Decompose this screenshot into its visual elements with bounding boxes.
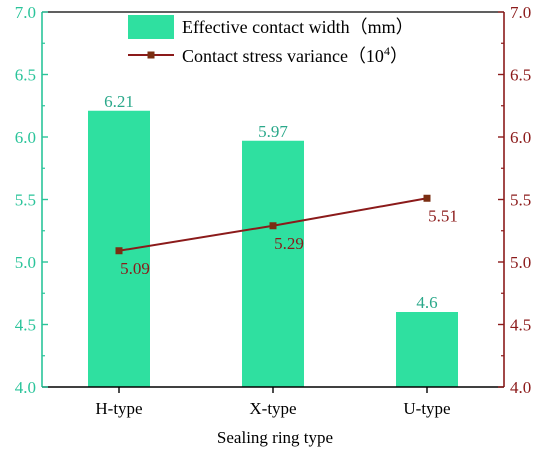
- x-tick-label: U-type: [403, 399, 450, 418]
- legend-line-label-main: Contact stress variance（10: [182, 46, 384, 66]
- legend-line-label: Contact stress variance（104）: [182, 44, 408, 66]
- left-y-tick-label: 6.5: [15, 66, 36, 85]
- left-y-tick-label: 5.5: [15, 191, 36, 210]
- line-value-label: 5.29: [274, 234, 304, 253]
- bar-value-label: 6.21: [104, 92, 134, 111]
- right-y-tick-label: 6.0: [510, 128, 531, 147]
- x-axis-title: Sealing ring type: [217, 428, 333, 447]
- line-value-label: 5.09: [120, 259, 150, 278]
- right-y-tick-label: 4.0: [510, 378, 531, 397]
- line-marker: [269, 222, 277, 230]
- bar-value-label: 5.97: [258, 122, 288, 141]
- bar-x-type: [242, 140, 304, 387]
- right-y-tick-label: 7.0: [510, 3, 531, 22]
- right-y-tick-label: 6.5: [510, 66, 531, 85]
- bar-u-type: [396, 312, 458, 387]
- x-tick-label: H-type: [95, 399, 142, 418]
- left-y-tick-label: 4.0: [15, 378, 36, 397]
- legend-line-marker: [147, 51, 155, 59]
- legend-bar-label: Effective contact width（mm）: [182, 17, 414, 37]
- left-y-tick-label: 7.0: [15, 3, 36, 22]
- right-y-tick-label: 4.5: [510, 316, 531, 335]
- legend-line-label-superscript: 4: [384, 44, 390, 58]
- left-y-tick-label: 4.5: [15, 316, 36, 335]
- line-marker: [423, 194, 431, 202]
- left-y-tick-label: 5.0: [15, 253, 36, 272]
- bar-value-label: 4.6: [416, 293, 437, 312]
- right-y-tick-label: 5.0: [510, 253, 531, 272]
- legend-line-label-end: ）: [390, 46, 408, 66]
- legend-bar-swatch: [128, 15, 174, 39]
- right-y-tick-label: 5.5: [510, 191, 531, 210]
- line-value-label: 5.51: [428, 206, 458, 225]
- x-tick-label: X-type: [249, 399, 296, 418]
- line-marker: [115, 247, 123, 255]
- left-y-tick-label: 6.0: [15, 128, 36, 147]
